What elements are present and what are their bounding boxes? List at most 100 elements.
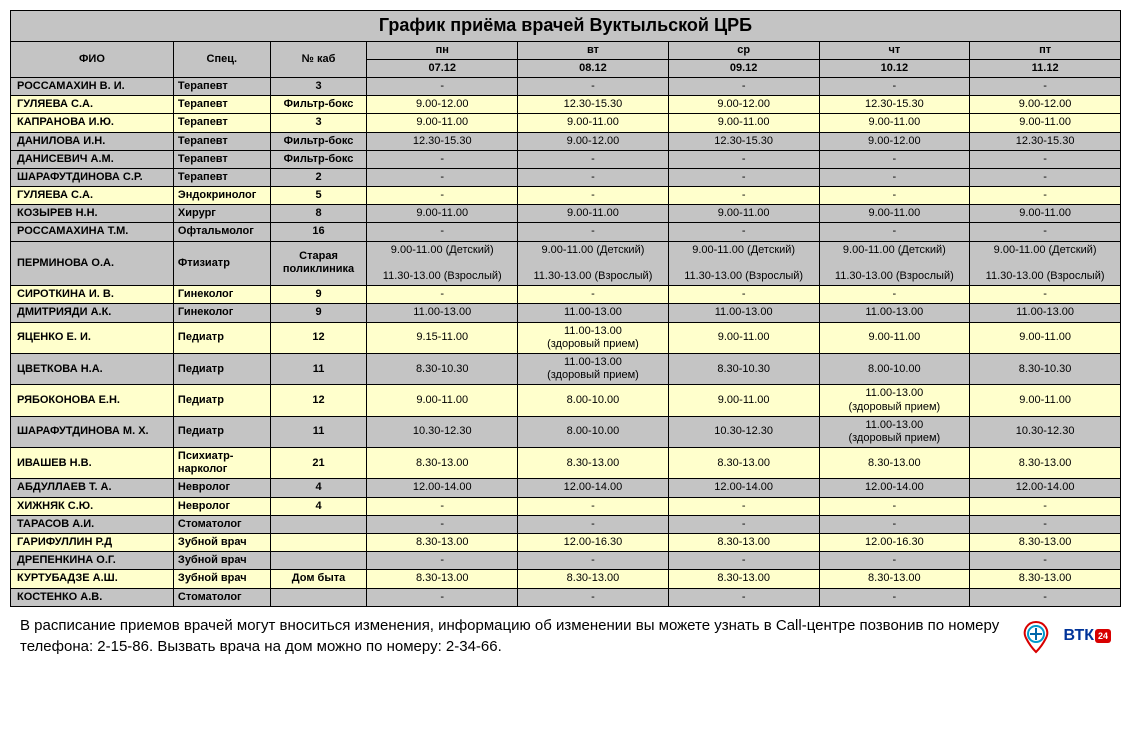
cell-time: - bbox=[970, 497, 1121, 515]
cell-time: - bbox=[367, 515, 518, 533]
cell-time: - bbox=[819, 552, 970, 570]
cell-time: 12.30-15.30 bbox=[367, 132, 518, 150]
cell-spec: Психиатр-нарколог bbox=[173, 448, 270, 479]
hospital-logo-icon bbox=[1016, 616, 1056, 656]
cell-cab: Дом быта bbox=[270, 570, 367, 588]
cell-time: - bbox=[819, 515, 970, 533]
cell-time: 9.00-11.00 (Детский) 11.30-13.00 (Взросл… bbox=[518, 241, 669, 286]
cell-spec: Педиатр bbox=[173, 353, 270, 384]
cell-time: 8.30-10.30 bbox=[970, 353, 1121, 384]
cell-time: - bbox=[970, 187, 1121, 205]
table-row: РОССАМАХИН В. И.Терапевт3----- bbox=[11, 77, 1121, 95]
cell-time: 9.00-11.00 bbox=[819, 114, 970, 132]
cell-time: 11.00-13.00 bbox=[970, 304, 1121, 322]
cell-spec: Терапевт bbox=[173, 132, 270, 150]
cell-spec: Терапевт bbox=[173, 168, 270, 186]
cell-time: 9.00-11.00 bbox=[970, 322, 1121, 353]
cell-cab: 4 bbox=[270, 497, 367, 515]
cell-time: 9.00-11.00 bbox=[367, 385, 518, 416]
cell-cab: 9 bbox=[270, 286, 367, 304]
cell-time: 8.30-13.00 bbox=[367, 448, 518, 479]
cell-time: 9.00-11.00 (Детский) 11.30-13.00 (Взросл… bbox=[819, 241, 970, 286]
schedule-table: График приёма врачей Вуктыльской ЦРБ ФИО… bbox=[10, 10, 1121, 607]
cell-name: ХИЖНЯК С.Ю. bbox=[11, 497, 174, 515]
cell-time: 9.00-11.00 bbox=[518, 205, 669, 223]
table-body: РОССАМАХИН В. И.Терапевт3-----ГУЛЯЕВА С.… bbox=[11, 77, 1121, 606]
table-row: ГУЛЯЕВА С.А.Эндокринолог5----- bbox=[11, 187, 1121, 205]
cell-name: ДАНИСЕВИЧ А.М. bbox=[11, 150, 174, 168]
cell-time: 12.30-15.30 bbox=[819, 96, 970, 114]
cell-time: - bbox=[367, 150, 518, 168]
cell-time: 8.00-10.00 bbox=[819, 353, 970, 384]
col-cab: № каб bbox=[270, 41, 367, 77]
cell-spec: Терапевт bbox=[173, 150, 270, 168]
cell-time: - bbox=[518, 515, 669, 533]
cell-time: 9.00-11.00 bbox=[668, 322, 819, 353]
cell-cab: 5 bbox=[270, 187, 367, 205]
cell-name: ГУЛЯЕВА С.А. bbox=[11, 96, 174, 114]
cell-time: - bbox=[668, 552, 819, 570]
cell-time: - bbox=[970, 150, 1121, 168]
footer-note: В расписание приемов врачей могут вносит… bbox=[20, 615, 1016, 657]
cell-time: 8.30-13.00 bbox=[518, 570, 669, 588]
cell-time: - bbox=[367, 168, 518, 186]
cell-time: 9.00-11.00 (Детский) 11.30-13.00 (Взросл… bbox=[367, 241, 518, 286]
cell-cab: 11 bbox=[270, 416, 367, 447]
cell-spec: Педиатр bbox=[173, 322, 270, 353]
cell-spec: Стоматолог bbox=[173, 588, 270, 606]
table-row: РЯБОКОНОВА Е.Н.Педиатр129.00-11.008.00-1… bbox=[11, 385, 1121, 416]
cell-time: 12.00-14.00 bbox=[819, 479, 970, 497]
cell-time: 9.00-11.00 bbox=[970, 385, 1121, 416]
cell-time: - bbox=[518, 168, 669, 186]
cell-time: 9.15-11.00 bbox=[367, 322, 518, 353]
cell-time: 12.30-15.30 bbox=[668, 132, 819, 150]
cell-time: 12.30-15.30 bbox=[970, 132, 1121, 150]
cell-cab: 4 bbox=[270, 479, 367, 497]
cell-name: ДРЕПЕНКИНА О.Г. bbox=[11, 552, 174, 570]
cell-cab: Фильтр-бокс bbox=[270, 150, 367, 168]
cell-time: 8.30-13.00 bbox=[668, 448, 819, 479]
cell-time: 11.00-13.00 (здоровый прием) bbox=[819, 416, 970, 447]
cell-name: КАПРАНОВА И.Ю. bbox=[11, 114, 174, 132]
cell-time: 12.00-14.00 bbox=[518, 479, 669, 497]
cell-time: 8.00-10.00 bbox=[518, 385, 669, 416]
cell-time: - bbox=[367, 588, 518, 606]
table-row: КОСТЕНКО А.В.Стоматолог----- bbox=[11, 588, 1121, 606]
cell-time: 11.00-13.00 (здоровый прием) bbox=[518, 322, 669, 353]
cell-time: - bbox=[819, 187, 970, 205]
table-row: ИВАШЕВ Н.В.Психиатр-нарколог218.30-13.00… bbox=[11, 448, 1121, 479]
cell-cab: 12 bbox=[270, 385, 367, 416]
cell-time: - bbox=[668, 77, 819, 95]
cell-time: - bbox=[668, 588, 819, 606]
cell-time: 8.30-13.00 bbox=[367, 570, 518, 588]
cell-spec: Педиатр bbox=[173, 385, 270, 416]
cell-time: 11.00-13.00 bbox=[518, 304, 669, 322]
cell-time: 10.30-12.30 bbox=[668, 416, 819, 447]
col-day-3: чт bbox=[819, 41, 970, 59]
cell-time: 12.00-16.30 bbox=[518, 534, 669, 552]
col-fio: ФИО bbox=[11, 41, 174, 77]
cell-time: 9.00-11.00 bbox=[819, 205, 970, 223]
cell-name: КОЗЫРЕВ Н.Н. bbox=[11, 205, 174, 223]
btk-badge: 24 bbox=[1095, 629, 1111, 643]
cell-cab: 12 bbox=[270, 322, 367, 353]
cell-time: 9.00-11.00 bbox=[367, 205, 518, 223]
cell-time: 8.30-13.00 bbox=[970, 534, 1121, 552]
cell-spec: Терапевт bbox=[173, 114, 270, 132]
cell-cab: 9 bbox=[270, 304, 367, 322]
cell-time: - bbox=[668, 150, 819, 168]
cell-name: ЯЦЕНКО Е. И. bbox=[11, 322, 174, 353]
cell-time: 9.00-11.00 bbox=[970, 205, 1121, 223]
table-row: РОССАМАХИНА Т.М.Офтальмолог16----- bbox=[11, 223, 1121, 241]
table-title: График приёма врачей Вуктыльской ЦРБ bbox=[11, 11, 1121, 42]
cell-time: 11.00-13.00 bbox=[668, 304, 819, 322]
footer-logos: ВТК 24 bbox=[1016, 616, 1112, 656]
cell-time: 9.00-11.00 bbox=[668, 385, 819, 416]
table-row: ЦВЕТКОВА Н.А.Педиатр118.30-10.3011.00-13… bbox=[11, 353, 1121, 384]
col-date-3: 10.12 bbox=[819, 59, 970, 77]
cell-time: - bbox=[970, 77, 1121, 95]
cell-name: ДАНИЛОВА И.Н. bbox=[11, 132, 174, 150]
cell-cab: 3 bbox=[270, 77, 367, 95]
cell-spec: Фтизиатр bbox=[173, 241, 270, 286]
cell-time: 9.00-12.00 bbox=[668, 96, 819, 114]
